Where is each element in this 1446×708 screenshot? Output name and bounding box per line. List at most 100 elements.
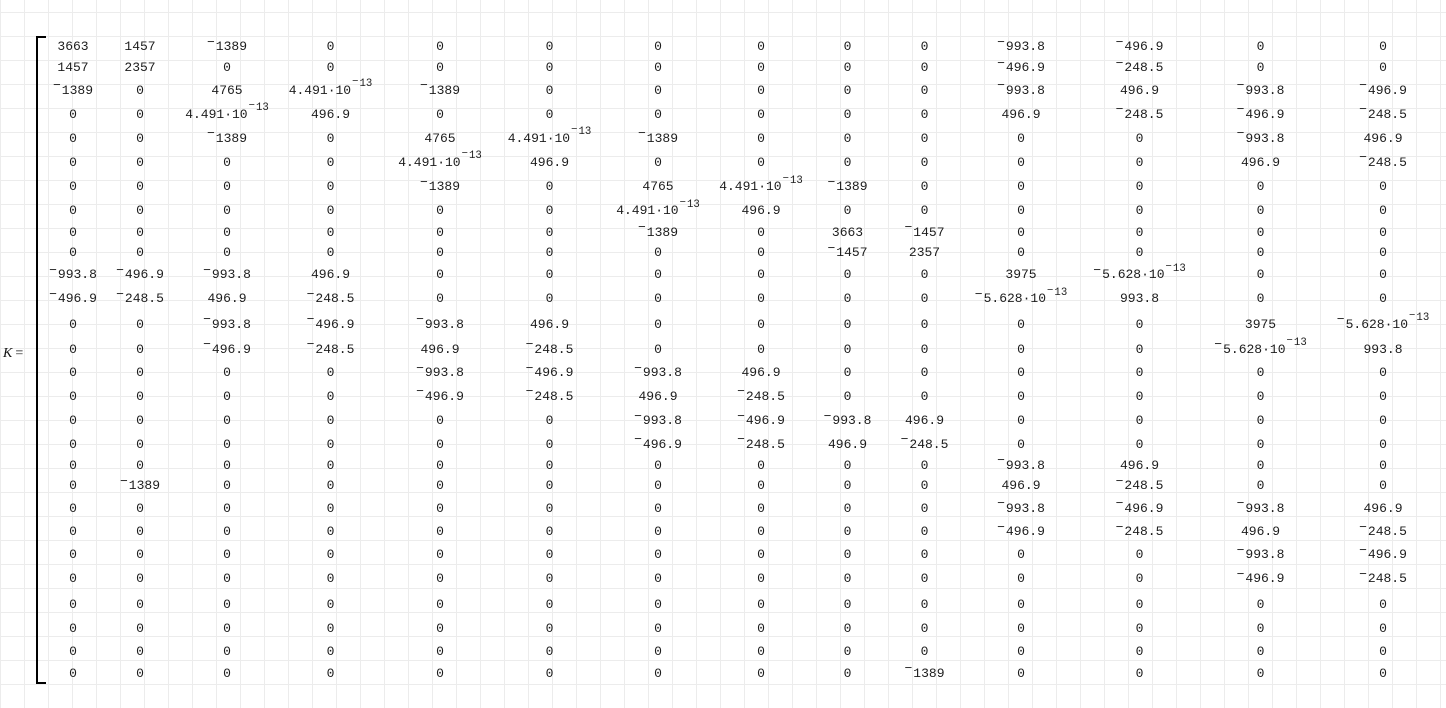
matrix-cell: −1389 xyxy=(52,78,94,98)
matrix-cell: 0 xyxy=(545,547,554,562)
matrix-cell: 0 xyxy=(69,106,77,122)
matrix-cell: 0 xyxy=(1256,291,1265,306)
matrix-cell: 0 xyxy=(326,130,335,146)
stiffness-matrix-result[interactable]: 3663 1457−1389 0 0 0 0 0 0 0−993.8−496.9 0 0 1457 23… xyxy=(44,36,1446,684)
matrix-cell: 0 xyxy=(1135,413,1144,428)
matrix-cell: 0 xyxy=(757,596,765,612)
matrix-cell: 0 xyxy=(920,60,929,75)
matrix-cell: 0 xyxy=(136,106,144,122)
matrix-cell: 0 xyxy=(1017,154,1025,170)
matrix-cell: 0 xyxy=(436,571,444,586)
matrix-cell: 0 xyxy=(920,106,929,122)
matrix-cell: 0 xyxy=(69,224,77,240)
matrix-cell: 496.9 xyxy=(529,154,569,170)
matrix-left-bracket-bottom-foot xyxy=(36,682,46,684)
matrix-cell: 0 xyxy=(326,179,335,194)
matrix-cell: 0 xyxy=(326,154,335,170)
matrix-cell: 0 xyxy=(69,130,77,146)
matrix-cell: 0 xyxy=(545,267,554,282)
matrix-cell: −1389 xyxy=(206,126,248,146)
matrix-cell: 0 xyxy=(1135,341,1144,357)
matrix-cell: 0 xyxy=(545,39,554,54)
matrix-cell: 0 xyxy=(1135,245,1144,260)
matrix-cell: 0 xyxy=(223,179,231,194)
matrix-cell: 0 xyxy=(654,621,662,636)
matrix-cell: 0 xyxy=(223,457,231,473)
matrix-cell: 0 xyxy=(545,224,554,240)
matrix-cell: 0 xyxy=(545,436,554,452)
matrix-cell: 0 xyxy=(920,316,929,332)
matrix-cell: 0 xyxy=(326,478,335,493)
matrix-cell: −248.5 xyxy=(1359,150,1407,170)
matrix-cell: −248.5 xyxy=(900,432,949,452)
matrix-cell: 496.9 xyxy=(529,316,569,332)
matrix-cell: 0 xyxy=(843,457,852,473)
matrix-cell: −993.8 xyxy=(997,496,1045,516)
matrix-cell: 0 xyxy=(136,365,144,380)
matrix-cell: 0 xyxy=(223,547,231,562)
matrix-cell: 0 xyxy=(69,179,77,194)
matrix-cell: 0 xyxy=(1017,388,1025,404)
matrix-cell: 0 xyxy=(654,547,662,562)
matrix-cell: −496.9 xyxy=(997,55,1045,75)
matrix-cell: 496.9 xyxy=(904,413,944,428)
matrix-cell: 0 xyxy=(223,388,231,404)
matrix-cell: −1389 xyxy=(419,174,461,194)
matrix-cell: 0 xyxy=(1135,224,1144,240)
variable-name: K xyxy=(3,346,13,361)
matrix-cell: 0 xyxy=(757,643,765,659)
matrix-cell: 0 xyxy=(1135,643,1144,659)
matrix-cell: 0 xyxy=(1379,179,1387,194)
matrix-cell: −248.5 xyxy=(1115,519,1164,539)
matrix-cell: 0 xyxy=(545,60,554,75)
matrix-cell: 0 xyxy=(1256,388,1265,404)
matrix-cell: 0 xyxy=(326,571,335,586)
matrix-cell: 0 xyxy=(69,621,77,636)
matrix-cell: −496.9 xyxy=(737,408,785,428)
matrix-cell: 0 xyxy=(136,621,144,636)
matrix-cell: 2357 xyxy=(908,245,941,260)
matrix-cell: 0 xyxy=(1256,245,1265,260)
matrix-cell: 0 xyxy=(1256,457,1265,473)
matrix-cell: 0 xyxy=(436,436,444,452)
matrix-cell: 0 xyxy=(326,436,335,452)
matrix-cell: 0 xyxy=(326,524,335,539)
matrix-cell: 0 xyxy=(436,643,444,659)
matrix-cell: −496.9 xyxy=(203,337,251,357)
matrix-cell: 0 xyxy=(843,316,852,332)
matrix-cell: −1389 xyxy=(637,220,679,240)
matrix-cell: 0 xyxy=(545,643,554,659)
matrix-cell: 0 xyxy=(1135,571,1144,586)
matrix-cell: 0 xyxy=(326,500,335,516)
matrix-expression-label[interactable]: K = xyxy=(3,346,23,362)
matrix-cell: −496.9 xyxy=(306,312,355,332)
matrix-cell: 0 xyxy=(654,643,662,659)
matrix-cell: 0 xyxy=(69,341,77,357)
matrix-cell: 0 xyxy=(69,154,77,170)
matrix-cell: 0 xyxy=(436,500,444,516)
matrix-cell: 0 xyxy=(436,291,444,306)
matrix-cell: 0 xyxy=(136,82,144,98)
matrix-cell: 4.491·10 −13 xyxy=(398,148,482,170)
matrix-cell: 0 xyxy=(920,130,929,146)
matrix-cell: 0 xyxy=(654,500,662,516)
matrix-cell: 0 xyxy=(920,267,929,282)
matrix-cell: 0 xyxy=(654,39,662,54)
matrix-cell: 0 xyxy=(920,571,929,586)
matrix-cell: 0 xyxy=(757,621,765,636)
matrix-cell: 0 xyxy=(843,571,852,586)
matrix-cell: 0 xyxy=(1017,179,1025,194)
matrix-cell: 0 xyxy=(843,388,852,404)
matrix-cell: −1389 xyxy=(904,661,945,681)
matrix-cell: 0 xyxy=(436,478,444,493)
matrix-cell: 0 xyxy=(69,478,77,493)
matrix-cell: −248.5 xyxy=(306,286,355,306)
matrix-cell: −1389 xyxy=(206,34,248,54)
matrix-cell: 0 xyxy=(545,457,554,473)
matrix-cell: 0 xyxy=(1379,224,1387,240)
matrix-cell: 0 xyxy=(1379,621,1387,636)
matrix-cell: 0 xyxy=(1256,60,1265,75)
matrix-cell: 0 xyxy=(920,179,929,194)
matrix-cell: 0 xyxy=(545,291,554,306)
matrix-cell: −248.5 xyxy=(525,384,574,404)
